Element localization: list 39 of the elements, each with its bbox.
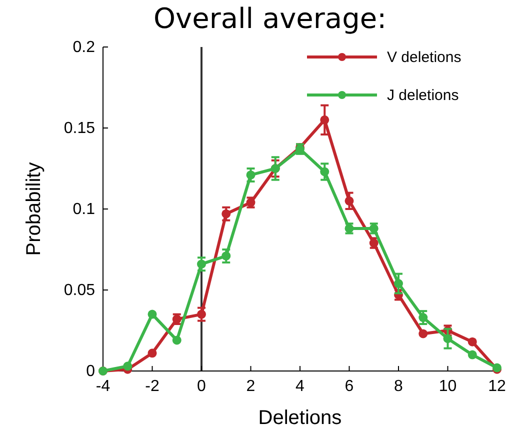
point (468, 337, 477, 346)
legend-entry: J deletions (307, 87, 459, 104)
y-tick-label: 0.05 (64, 282, 96, 299)
x-tick-label: 2 (246, 378, 256, 395)
y-tick-label: 0.15 (64, 120, 96, 137)
point (123, 362, 132, 371)
x-tick-label: 0 (197, 378, 206, 395)
point (443, 334, 452, 344)
chart-title: Overall average: (153, 2, 387, 35)
y-tick-label: 0 (86, 363, 96, 380)
point (320, 167, 330, 176)
y-tick-label: 0.1 (72, 201, 96, 218)
x-axis-title: Deletions (258, 407, 342, 429)
point (344, 196, 354, 206)
point (148, 348, 157, 358)
x-tick-label: 8 (394, 378, 404, 395)
x-tick-label: -2 (145, 378, 160, 395)
point (197, 260, 206, 269)
point (418, 329, 428, 338)
x-tick-label: 6 (344, 378, 354, 395)
point (222, 209, 231, 218)
x-tick-label: 12 (488, 378, 506, 395)
point (222, 251, 231, 260)
y-tick-label: 0.2 (72, 39, 96, 56)
legend-label: J deletions (387, 87, 459, 104)
point (320, 115, 330, 124)
point (148, 310, 157, 319)
x-tick-label: 4 (296, 378, 305, 395)
legend-label: V deletions (387, 49, 462, 66)
point (197, 310, 206, 319)
point (418, 313, 428, 322)
y-axis-title: Probability (23, 162, 45, 256)
x-tick-label: 10 (438, 378, 457, 395)
x-tick-label: -4 (96, 378, 110, 395)
point (468, 350, 477, 360)
legend-entry: V deletions (307, 49, 462, 66)
point (246, 170, 256, 180)
point (172, 336, 182, 345)
point (394, 279, 403, 288)
